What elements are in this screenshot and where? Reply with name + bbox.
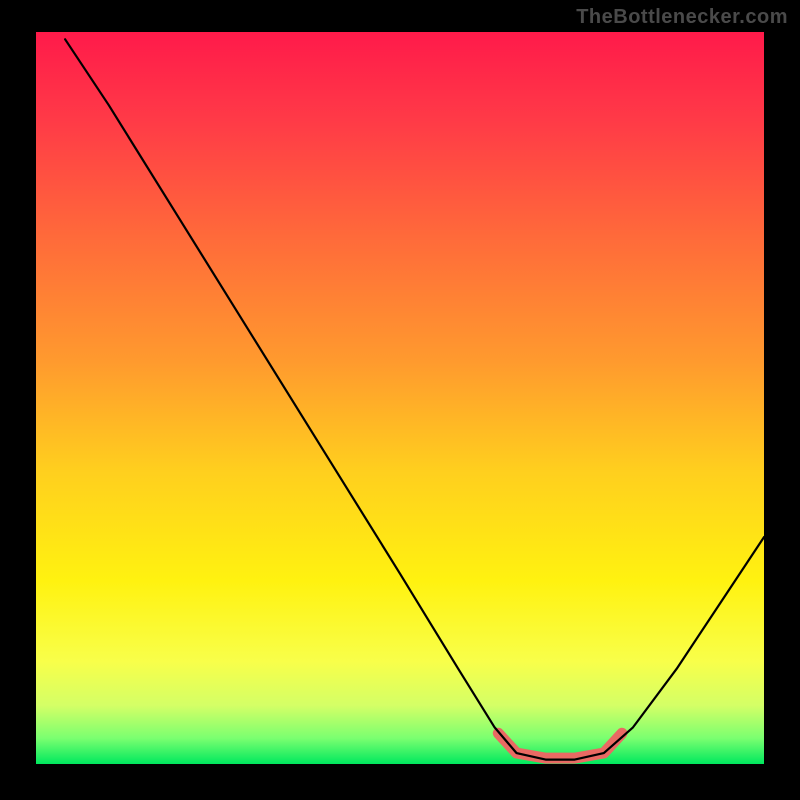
chart-frame: TheBottlenecker.com [0,0,800,800]
gradient-background [36,32,764,764]
chart-svg [36,32,764,764]
plot-area [36,32,764,764]
watermark-text: TheBottlenecker.com [576,6,788,29]
